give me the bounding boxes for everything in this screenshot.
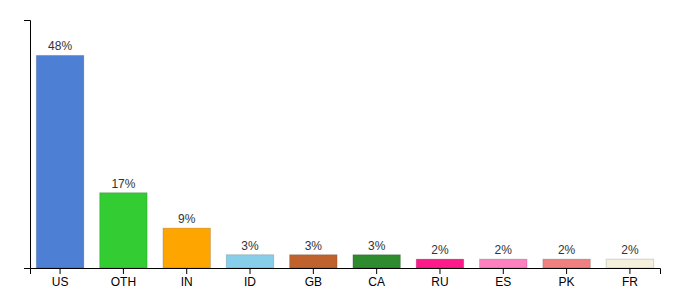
x-tick-label: GB xyxy=(305,275,322,289)
x-tick: IN xyxy=(181,268,193,289)
x-tick-label: ES xyxy=(495,275,511,289)
data-label: 2% xyxy=(431,243,449,257)
x-tick-mark xyxy=(566,268,567,274)
x-tick-label: US xyxy=(52,275,69,289)
x-tick-mark xyxy=(60,268,61,274)
x-axis: US OTH IN ID GB CA RU ES PK FR xyxy=(31,268,661,289)
x-tick-label: CA xyxy=(368,275,385,289)
bars xyxy=(36,55,653,268)
x-tick-mark xyxy=(503,268,504,274)
bar xyxy=(480,259,527,268)
x-tick: CA xyxy=(368,268,385,289)
x-tick: RU xyxy=(431,268,448,289)
x-tick-mark xyxy=(629,268,630,274)
data-label: 2% xyxy=(495,243,513,257)
x-axis-line xyxy=(31,269,661,275)
x-tick: ID xyxy=(244,268,256,289)
plot: US OTH IN ID GB CA RU ES PK FR 48% 17% 9% 3% 3% 3% 2% 2% 2… xyxy=(24,21,661,289)
x-tick: OTH xyxy=(111,268,136,289)
bar xyxy=(36,55,83,268)
x-tick-mark xyxy=(313,268,314,274)
bar xyxy=(353,255,400,268)
data-label: 48% xyxy=(48,39,72,53)
data-label: 9% xyxy=(178,212,196,226)
x-tick-label: RU xyxy=(431,275,448,289)
x-tick-label: OTH xyxy=(111,275,136,289)
data-label: 3% xyxy=(241,239,259,253)
x-tick-mark xyxy=(439,268,440,274)
x-tick-label: FR xyxy=(622,275,638,289)
bar xyxy=(416,259,463,268)
data-label: 3% xyxy=(305,239,323,253)
x-tick-label: PK xyxy=(559,275,575,289)
bar xyxy=(100,193,147,268)
bar xyxy=(226,255,273,268)
x-tick: GB xyxy=(305,268,322,289)
x-tick: ES xyxy=(495,268,511,289)
x-tick-mark xyxy=(250,268,251,274)
y-axis xyxy=(24,21,31,269)
bar xyxy=(290,255,337,268)
x-tick: US xyxy=(52,268,69,289)
x-tick-label: ID xyxy=(244,275,256,289)
x-tick-label: IN xyxy=(181,275,193,289)
data-labels: 48% 17% 9% 3% 3% 3% 2% 2% 2% 2% xyxy=(48,39,639,257)
y-axis-line xyxy=(24,21,31,269)
bar xyxy=(606,259,653,268)
x-tick: PK xyxy=(559,268,575,289)
data-label: 2% xyxy=(621,243,639,257)
x-tick-mark xyxy=(376,268,377,274)
x-tick-mark xyxy=(186,268,187,274)
data-label: 3% xyxy=(368,239,386,253)
chart: US OTH IN ID GB CA RU ES PK FR 48% 17% 9% 3% 3% 3% 2% 2% 2… xyxy=(0,0,680,300)
data-label: 17% xyxy=(111,177,135,191)
x-tick-mark xyxy=(123,268,124,274)
bar xyxy=(163,228,210,268)
bar xyxy=(543,259,590,268)
data-label: 2% xyxy=(558,243,576,257)
x-tick: FR xyxy=(622,268,638,289)
